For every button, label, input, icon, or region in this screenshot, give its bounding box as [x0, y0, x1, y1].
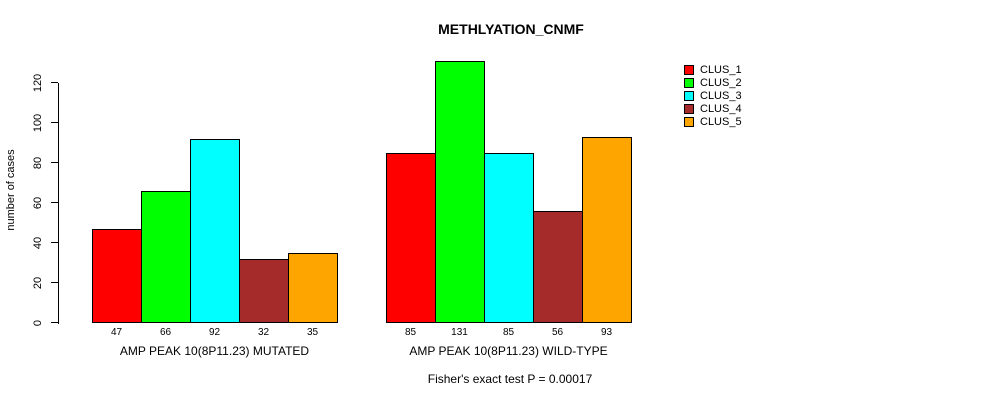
bar-clus_4 — [239, 259, 289, 323]
legend-label: CLUS_4 — [700, 102, 742, 115]
legend-label: CLUS_5 — [700, 115, 742, 128]
legend-swatch — [684, 103, 694, 114]
bar-value-label: 85 — [404, 327, 417, 338]
y-tick-label: 120 — [32, 73, 44, 93]
legend-label: CLUS_1 — [700, 63, 742, 76]
bar-clus_2 — [435, 61, 485, 323]
y-tick-label: 20 — [32, 276, 44, 290]
bar-value-label: 92 — [208, 327, 221, 338]
y-tick-label: 40 — [32, 236, 44, 250]
y-tick-label: 0 — [32, 319, 44, 327]
legend-label: CLUS_3 — [700, 89, 742, 102]
y-tick-mark — [51, 202, 58, 203]
group-label: AMP PEAK 10(8P11.23) WILD-TYPE — [409, 344, 608, 358]
legend-swatch — [684, 64, 694, 75]
bar-clus_5 — [288, 253, 338, 323]
legend-item-clus_5: CLUS_5 — [684, 115, 742, 128]
group-label: AMP PEAK 10(8P11.23) MUTATED — [119, 344, 310, 358]
y-axis-label: number of cases — [5, 149, 17, 231]
bar-value-label: 47 — [110, 327, 123, 338]
bar-clus_1 — [92, 229, 142, 323]
bar-value-label: 85 — [502, 327, 515, 338]
y-tick-mark — [51, 322, 58, 323]
y-axis-line — [58, 83, 59, 324]
bar-clus_5 — [582, 137, 632, 323]
y-tick-label: 60 — [32, 196, 44, 210]
bar-clus_2 — [141, 191, 191, 323]
bar-value-label: 32 — [257, 327, 270, 338]
bar-value-label: 131 — [451, 327, 468, 338]
y-tick-mark — [51, 162, 58, 163]
bar-clus_3 — [190, 139, 240, 323]
legend-swatch — [684, 116, 694, 127]
legend-swatch — [684, 90, 694, 101]
bar-value-label: 56 — [551, 327, 564, 338]
y-tick-mark — [51, 82, 58, 83]
legend-item-clus_4: CLUS_4 — [684, 102, 742, 115]
bar-value-label: 66 — [159, 327, 172, 338]
y-tick-mark — [51, 242, 58, 243]
bar-value-label: 93 — [600, 327, 613, 338]
legend: CLUS_1 CLUS_2 CLUS_3 CLUS_4 CLUS_5 — [684, 63, 742, 128]
bar-clus_3 — [484, 153, 534, 323]
y-tick-mark — [51, 282, 58, 283]
legend-label: CLUS_2 — [700, 76, 742, 89]
legend-item-clus_3: CLUS_3 — [684, 89, 742, 102]
y-tick-label: 100 — [32, 113, 44, 133]
legend-item-clus_2: CLUS_2 — [684, 76, 742, 89]
legend-swatch — [684, 77, 694, 88]
legend-item-clus_1: CLUS_1 — [684, 63, 742, 76]
bar-clus_1 — [386, 153, 436, 323]
y-tick-label: 80 — [32, 156, 44, 170]
chart-title: METHLYATION_CNMF — [438, 21, 584, 37]
bar-clus_4 — [533, 211, 583, 323]
y-tick-mark — [51, 122, 58, 123]
fisher-test-annotation: Fisher's exact test P = 0.00017 — [427, 372, 593, 386]
bar-value-label: 35 — [306, 327, 319, 338]
